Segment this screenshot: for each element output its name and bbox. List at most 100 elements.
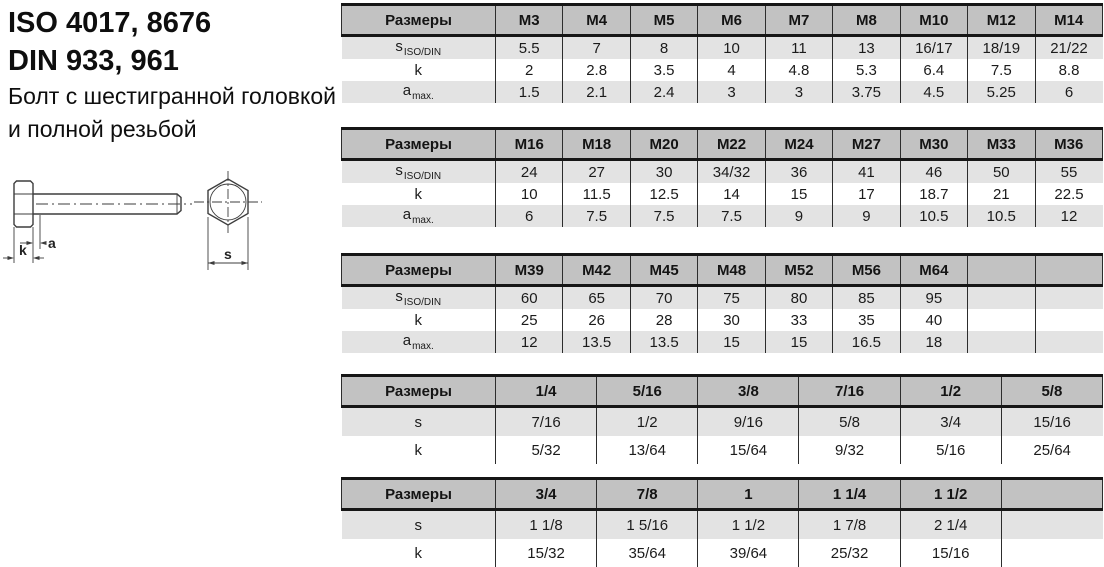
value-cell: 7.5 — [697, 205, 766, 227]
value-cell: 2.4 — [629, 81, 698, 103]
bolt-technical-drawing: a k s — [3, 171, 262, 270]
value-cell: 15 — [697, 331, 766, 353]
size-column-header: M18 — [562, 128, 631, 161]
dimension-label: s — [341, 406, 496, 436]
value-cell: 7.5 — [967, 59, 1035, 81]
value-cell: 21/22 — [1034, 35, 1103, 59]
value-cell: 9/16 — [697, 406, 799, 436]
value-cell: 7.5 — [562, 205, 631, 227]
size-column-header: M24 — [764, 128, 833, 161]
size-column-header: 5/8 — [1000, 375, 1104, 408]
value-cell: 2.8 — [562, 59, 631, 81]
size-column-header: 5/16 — [596, 375, 698, 408]
dimension-row: sISO/DIN 24 27 30 34/32 36 41 46 50 55 — [341, 159, 1103, 183]
value-cell: 21 — [967, 183, 1035, 205]
value-cell: 6.4 — [899, 59, 968, 81]
dimension-row: sISO/DIN 5.5 7 8 10 11 13 16/17 18/19 21/22 — [341, 35, 1103, 59]
dimension-row: amax. 12 13.5 13.5 15 15 16.5 18 — [341, 331, 1103, 353]
size-column-header: 7/8 — [596, 478, 698, 511]
value-cell: 70 — [629, 285, 698, 309]
value-cell: 85 — [832, 285, 901, 309]
dim-k-label: k — [19, 242, 27, 258]
value-cell: 13/64 — [596, 436, 698, 464]
value-cell: 24 — [494, 159, 563, 183]
size-column-header: M45 — [629, 254, 698, 287]
value-cell: 3 — [764, 81, 833, 103]
value-cell: 75 — [697, 285, 766, 309]
value-cell: 12 — [494, 331, 563, 353]
dimension-label: s — [341, 509, 496, 539]
value-cell: 8 — [629, 35, 698, 59]
dimension-row: k 2 2.8 3.5 4 4.8 5.3 6.4 7.5 8.8 — [341, 59, 1103, 81]
value-cell: 11 — [764, 35, 833, 59]
metric-size-table-2: Размеры M16 M18 M20 M22 M24 M27 M30 M33 M36 sISO/D… — [341, 127, 1103, 227]
value-cell: 18.7 — [899, 183, 968, 205]
size-column-header: M12 — [967, 4, 1035, 37]
empty-column-header — [967, 254, 1035, 287]
value-cell: 5.3 — [832, 59, 901, 81]
description-line-2: и полной резьбой — [8, 116, 197, 142]
dimension-label: amax. — [341, 205, 496, 227]
value-cell: 8.8 — [1034, 59, 1103, 81]
dimension-row: sISO/DIN 60 65 70 75 80 85 95 — [341, 285, 1103, 309]
size-column-header: 1 1/2 — [899, 478, 1002, 511]
size-column-header: M39 — [494, 254, 563, 287]
bolt-side-view — [13, 180, 192, 228]
value-cell: 35 — [832, 309, 901, 331]
size-column-header: 1 — [697, 478, 799, 511]
value-cell: 10 — [494, 183, 563, 205]
size-column-header: M52 — [764, 254, 833, 287]
description-line-1: Болт с шестигранной головкой — [8, 83, 336, 109]
value-cell: 14 — [697, 183, 766, 205]
size-row-header: Размеры — [341, 254, 496, 287]
value-cell: 9 — [832, 205, 901, 227]
value-cell: 15/64 — [697, 436, 799, 464]
value-cell: 7.5 — [629, 205, 698, 227]
dimension-label: sISO/DIN — [341, 159, 496, 183]
dimension-row: amax. 1.5 2.1 2.4 3 3 3.75 4.5 5.25 6 — [341, 81, 1103, 103]
dimension-label: amax. — [341, 81, 496, 103]
dimension-label: k — [341, 59, 496, 81]
dimension-label: k — [341, 183, 496, 205]
value-cell: 10.5 — [899, 205, 968, 227]
value-cell: 26 — [562, 309, 631, 331]
value-cell: 6 — [494, 205, 563, 227]
dimension-label: sISO/DIN — [341, 35, 496, 59]
metric-size-table-1: Размеры M3 M4 M5 M6 M7 M8 M10 M12 M14 sISO/DIN 5.5 7… — [341, 3, 1103, 103]
value-cell: 28 — [629, 309, 698, 331]
size-column-header: M14 — [1034, 4, 1103, 37]
value-cell: 41 — [832, 159, 901, 183]
inch-size-table-2: Размеры 3/4 7/8 1 1 1/4 1 1/2 s 1 1/8 1 5/16 1 1/… — [341, 477, 1104, 567]
value-cell: 13 — [832, 35, 901, 59]
value-cell: 4 — [697, 59, 766, 81]
size-column-header: M30 — [899, 128, 968, 161]
dimension-row: k 25 26 28 30 33 35 40 — [341, 309, 1103, 331]
value-cell: 40 — [899, 309, 968, 331]
size-column-header: M4 — [562, 4, 631, 37]
empty-cell — [967, 331, 1035, 353]
value-cell: 60 — [494, 285, 563, 309]
value-cell: 25/32 — [798, 539, 901, 567]
inch-size-table-1: Размеры 1/4 5/16 3/8 7/16 1/2 5/8 s 7/16 1/2 9/16 5… — [341, 374, 1104, 464]
value-cell: 30 — [697, 309, 766, 331]
value-cell: 2 — [494, 59, 563, 81]
value-cell: 30 — [629, 159, 698, 183]
size-column-header: 3/4 — [494, 478, 597, 511]
value-cell: 2 1/4 — [899, 509, 1002, 539]
value-cell: 33 — [764, 309, 833, 331]
dimension-row: amax. 6 7.5 7.5 7.5 9 9 10.5 10.5 12 — [341, 205, 1103, 227]
dimension-row: k 10 11.5 12.5 14 15 17 18.7 21 22.5 — [341, 183, 1103, 205]
size-column-header: 1/4 — [494, 375, 597, 408]
size-column-header: M56 — [832, 254, 901, 287]
size-column-header: 3/8 — [697, 375, 799, 408]
value-cell: 50 — [967, 159, 1035, 183]
dimension-label: k — [341, 436, 496, 464]
value-cell: 3.5 — [629, 59, 698, 81]
size-column-header: M8 — [832, 4, 901, 37]
value-cell: 65 — [562, 285, 631, 309]
size-row-header: Размеры — [341, 375, 496, 408]
value-cell: 18/19 — [967, 35, 1035, 59]
metric-size-table-3: Размеры M39 M42 M45 M48 M52 M56 M64 sISO/DIN 60 65… — [341, 253, 1103, 353]
value-cell: 17 — [832, 183, 901, 205]
value-cell: 10.5 — [967, 205, 1035, 227]
